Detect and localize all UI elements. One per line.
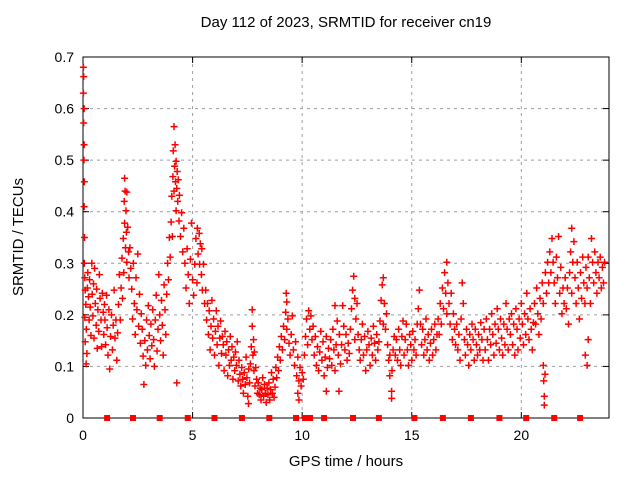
plot-border bbox=[82, 56, 610, 419]
y-tick-label: 0.4 bbox=[55, 204, 75, 220]
scatter-series bbox=[79, 63, 609, 409]
grid-lines bbox=[83, 57, 609, 418]
x-tick-label: 15 bbox=[404, 427, 420, 443]
y-axis-label: SRMTID / TECUs bbox=[10, 177, 27, 297]
y-tick-label: 0.5 bbox=[55, 152, 75, 168]
x-tick-label: 5 bbox=[189, 427, 197, 443]
square-marker-series bbox=[104, 415, 584, 421]
y-tick-labels: 0 0.1 0.2 0.3 0.4 0.5 0.6 0.7 bbox=[55, 49, 75, 426]
y-tick-label: 0.1 bbox=[55, 358, 75, 374]
x-tick-label: 20 bbox=[514, 427, 530, 443]
y-tick-label: 0 bbox=[66, 410, 74, 426]
y-tick-label: 0.3 bbox=[55, 255, 75, 271]
chart-title: Day 112 of 2023, SRMTID for receiver cn1… bbox=[200, 14, 492, 31]
x-axis-label: GPS time / hours bbox=[288, 453, 404, 470]
y-tick-label: 0.2 bbox=[55, 307, 75, 323]
x-tick-label: 10 bbox=[294, 427, 310, 443]
x-tick-label: 0 bbox=[79, 427, 87, 443]
x-tick-labels: 0 5 10 15 20 bbox=[79, 427, 529, 443]
y-tick-label: 0.6 bbox=[55, 101, 75, 117]
axis-ticks bbox=[82, 56, 609, 419]
y-tick-label: 0.7 bbox=[55, 49, 75, 65]
